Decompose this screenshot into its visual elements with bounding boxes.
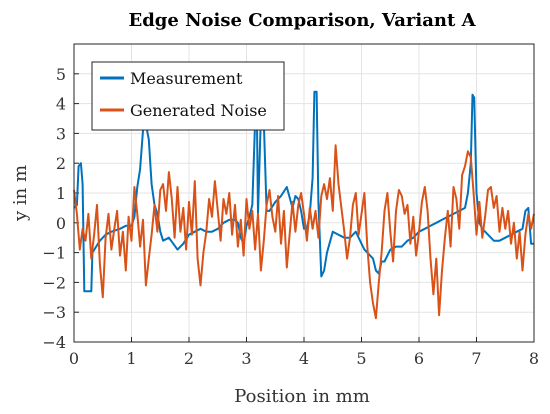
y-tick-label: 2: [56, 154, 66, 173]
axis-ticks: 0 1 2 3 4 5 6 7 8 −4 −3 −2 −1 0 1 2 3 4 5: [42, 65, 539, 368]
x-tick-label: 5: [356, 349, 366, 368]
x-tick-label: 2: [184, 349, 194, 368]
y-tick-label: −2: [42, 273, 66, 292]
y-tick-label: 4: [56, 95, 66, 114]
y-tick-label: −3: [42, 303, 66, 322]
legend: Measurement Generated Noise: [91, 61, 285, 131]
series-line-generated-noise: [73, 144, 535, 320]
y-tick-label: 5: [56, 65, 66, 84]
series-layer: [73, 90, 535, 320]
series-line-measurement: [73, 90, 534, 293]
y-tick-label: −4: [42, 333, 66, 352]
x-tick-label: 1: [126, 349, 136, 368]
chart-title: Edge Noise Comparison, Variant A: [128, 10, 476, 31]
x-axis-label: Position in mm: [234, 386, 370, 407]
y-tick-label: 1: [56, 184, 66, 203]
y-tick-label: 0: [56, 214, 66, 233]
x-tick-label: 0: [69, 349, 79, 368]
x-tick-label: 7: [471, 349, 481, 368]
y-tick-label: 3: [56, 124, 66, 143]
plot-frame: [73, 43, 535, 343]
x-tick-label: 6: [414, 349, 424, 368]
x-tick-label: 3: [241, 349, 251, 368]
legend-label-measurement: Measurement: [130, 69, 243, 88]
y-axis-label: y in m: [10, 165, 31, 222]
legend-label-generated-noise: Generated Noise: [130, 101, 267, 120]
y-tick-label: −1: [42, 244, 66, 263]
legend-box: [91, 61, 285, 131]
x-tick-label: 8: [529, 349, 539, 368]
x-tick-label: 4: [299, 349, 309, 368]
